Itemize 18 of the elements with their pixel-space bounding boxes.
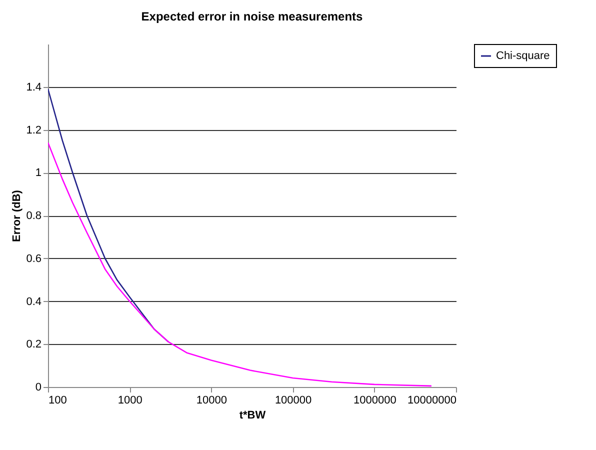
y-tick-label: 1.2	[26, 124, 42, 136]
x-tick-label: 100000	[274, 394, 312, 406]
y-tick-label: 0.2	[26, 338, 42, 351]
legend-label: Chi-square	[496, 50, 550, 62]
x-axis-title: t*BW	[239, 410, 266, 422]
x-tick-label: 1000	[118, 394, 142, 406]
y-tick-label: 0.8	[26, 210, 42, 222]
x-tick-label: 10000000	[408, 394, 456, 406]
y-tick-label: 1	[35, 167, 42, 180]
x-tick-label: 100	[48, 394, 67, 406]
y-tick-label: 0.6	[26, 252, 42, 265]
y-tick-label: 0.4	[26, 296, 42, 308]
y-axis-title: Error (dB)	[11, 190, 24, 242]
chart-title: Expected error in noise measurements	[141, 10, 364, 24]
y-tick-label: 1.4	[26, 81, 42, 94]
x-tick-label: 1000000	[353, 394, 396, 406]
y-tick-label: 0	[35, 382, 42, 394]
x-tick-label: 10000	[196, 394, 227, 406]
